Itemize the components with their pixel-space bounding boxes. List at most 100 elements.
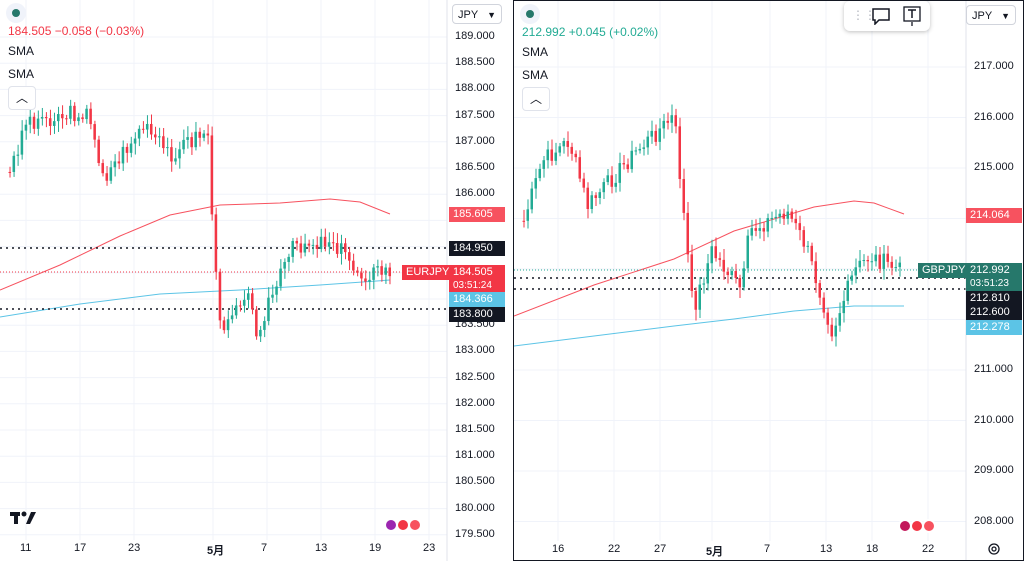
candle-body	[339, 243, 343, 254]
candle-body	[259, 329, 262, 337]
price-badge-line[interactable]: 212.600	[966, 305, 1022, 320]
chart-panel-gbpjpy[interactable]: 212.992 +0.045 (+0.02%) SMA SMA ︿ ⋮⋮ JPY…	[513, 0, 1024, 561]
price-badge-line[interactable]: 212.810	[966, 291, 1022, 306]
candle-body	[198, 131, 202, 138]
candle-body	[178, 149, 181, 159]
price-badge-line[interactable]: 184.950	[449, 241, 505, 256]
candle-body	[734, 271, 737, 278]
time-tick-label: 13	[315, 542, 328, 554]
candle-body	[806, 245, 809, 247]
candle-body	[376, 266, 379, 268]
settings-icon[interactable]	[987, 542, 1001, 556]
candle-body	[898, 262, 901, 268]
currency-label: JPY	[458, 9, 479, 21]
chart-panel-eurjpy[interactable]: 184.505 −0.058 (−0.03%) SMA SMA ︿ JPY ▼ 1…	[0, 0, 512, 561]
candle-body	[101, 163, 105, 174]
candle-body	[81, 117, 84, 120]
currency-selector[interactable]: JPY ▼	[966, 5, 1016, 25]
price-tick-label: 215.000	[974, 161, 1014, 173]
candle-body	[782, 213, 785, 219]
candle-body	[384, 267, 387, 275]
price-tick-label: 187.000	[455, 134, 495, 147]
time-tick-label: 23	[423, 542, 436, 554]
candle-body	[686, 212, 689, 255]
comment-icon[interactable]	[871, 7, 891, 25]
price-badge-last[interactable]: 184.505	[449, 265, 505, 280]
price-badge-symbol[interactable]: GBPJPY	[918, 263, 970, 278]
symbol-status-icon[interactable]	[6, 3, 26, 23]
price-tick-label: 182.000	[455, 396, 495, 409]
candle-body	[287, 256, 290, 262]
price-badge-sma-red[interactable]: 214.064	[966, 208, 1022, 223]
candle-body	[251, 293, 254, 310]
candle-body	[121, 146, 125, 164]
price-badge-countdown[interactable]: 03:51:24	[449, 278, 505, 293]
flag-event-icon[interactable]	[408, 518, 422, 532]
candle-body	[368, 279, 371, 282]
sma-indicator-label-2[interactable]: SMA	[8, 67, 35, 81]
sma-indicator-label-1[interactable]: SMA	[8, 44, 35, 58]
collapse-icon[interactable]: ︿	[522, 87, 550, 111]
price-change-text: 184.505 −0.058 (−0.03%)	[8, 24, 145, 38]
candle-body	[554, 152, 557, 161]
candle-body	[610, 175, 613, 187]
time-tick-label: 19	[369, 542, 382, 554]
time-tick-label: 23	[128, 542, 141, 554]
price-tick-label: 216.000	[974, 110, 1014, 123]
gbpjpy-chart-canvas[interactable]	[514, 1, 1024, 561]
candle-body	[28, 116, 32, 125]
candle-body	[550, 149, 553, 161]
candle-body	[182, 139, 185, 150]
currency-selector[interactable]: JPY ▼	[452, 4, 502, 24]
text-tool-icon[interactable]	[902, 5, 922, 27]
candle-body	[690, 254, 693, 291]
candle-body	[105, 173, 109, 181]
candle-body	[802, 230, 805, 247]
candle-body	[36, 118, 40, 129]
drag-handle-icon[interactable]: ⋮⋮	[852, 8, 876, 22]
candle-body	[830, 324, 833, 337]
time-tick-label: 22	[922, 543, 935, 555]
eurjpy-chart-canvas[interactable]	[0, 0, 512, 561]
candle-body	[267, 297, 270, 322]
flag-event-icon[interactable]	[922, 519, 936, 533]
price-badge-symbol[interactable]: EURJPY	[402, 265, 454, 280]
price-badge-sma-blue[interactable]: 212.278	[966, 320, 1022, 335]
candle-body	[530, 188, 533, 210]
candle-body	[162, 136, 165, 149]
candle-body	[598, 192, 601, 198]
candle-body	[222, 320, 226, 331]
sma-indicator-label-2[interactable]: SMA	[522, 68, 549, 82]
price-badge-sma-red[interactable]: 185.605	[449, 207, 505, 222]
price-tick-label: 186.500	[455, 161, 495, 173]
chevron-down-icon: ▼	[487, 10, 496, 20]
price-badge-line[interactable]: 183.800	[449, 307, 505, 322]
candle-body	[874, 254, 877, 262]
candle-body	[678, 126, 681, 179]
candle-body	[602, 182, 605, 193]
price-tick-label: 188.000	[455, 82, 495, 95]
candle-body	[166, 147, 169, 149]
price-badge-last[interactable]: 212.992	[966, 263, 1022, 278]
logo-icon[interactable]	[10, 510, 38, 531]
candle-body	[307, 243, 311, 246]
collapse-icon[interactable]: ︿	[8, 86, 36, 110]
candle-body	[746, 235, 749, 269]
candle-body	[814, 261, 817, 284]
candle-body	[388, 267, 391, 277]
candle-body	[52, 121, 56, 126]
price-tick-label: 217.000	[974, 60, 1014, 72]
candle-body	[129, 143, 133, 153]
candle-body	[186, 137, 189, 140]
price-badge-countdown[interactable]: 03:51:23	[966, 276, 1022, 291]
candle-body	[662, 120, 665, 129]
sma-line-blue	[514, 305, 904, 347]
candle-body	[570, 146, 573, 154]
candle-body	[694, 290, 697, 310]
price-badge-sma-blue[interactable]: 184.366	[449, 292, 505, 307]
price-tick-label: 181.500	[455, 423, 495, 435]
candle-body	[794, 218, 797, 224]
sma-indicator-label-1[interactable]: SMA	[522, 45, 549, 59]
candle-body	[562, 141, 565, 147]
symbol-status-icon[interactable]	[520, 4, 540, 24]
